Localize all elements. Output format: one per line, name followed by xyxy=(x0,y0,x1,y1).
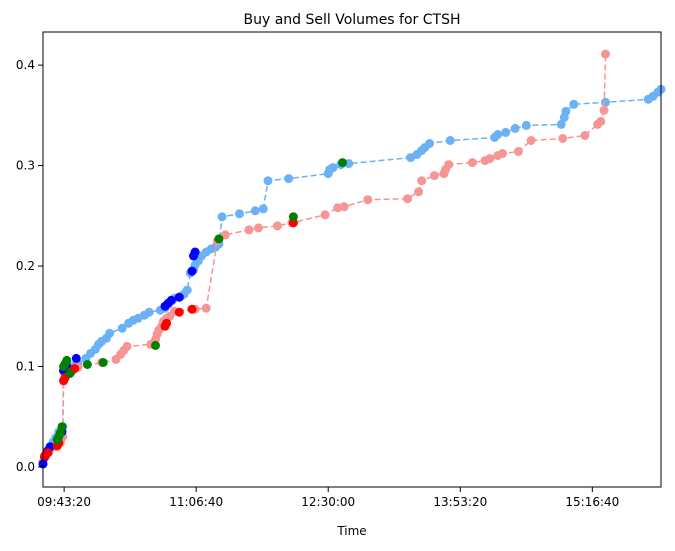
series-1-point-40 xyxy=(429,171,439,181)
x-tick-label-0: 09:43:20 xyxy=(37,495,91,509)
series-0-point-67 xyxy=(561,106,571,116)
x-axis-ticks: 09:43:20 11:06:40 12:30:00 13:53:20 15:16:40 xyxy=(37,487,619,509)
series-0-point-58 xyxy=(425,139,435,148)
series-0-point-51 xyxy=(328,163,338,173)
series-0-point-68 xyxy=(569,99,579,109)
series-0-point-69 xyxy=(601,97,610,107)
series-1-point-33 xyxy=(320,210,330,220)
series-4-point-8 xyxy=(82,360,92,369)
series-1-point-36 xyxy=(363,195,373,205)
series-0-point-44 xyxy=(235,209,244,219)
series-0-point-59 xyxy=(445,136,455,145)
series-4-point-10 xyxy=(151,340,160,350)
plot-background xyxy=(43,32,661,487)
series-4-point-9 xyxy=(98,358,108,367)
series-0-point-43 xyxy=(217,212,227,222)
series-4 xyxy=(52,158,347,445)
y-tick-label-2: 0.2 xyxy=(16,259,35,273)
series-4-point-6 xyxy=(62,355,72,365)
series-1-point-37 xyxy=(403,194,412,204)
series-1-point-31 xyxy=(273,221,282,231)
series-1-point-26 xyxy=(201,303,211,313)
x-tick-label-4: 15:16:40 xyxy=(565,495,619,509)
series-4-point-11 xyxy=(214,234,224,244)
x-tick-label-1: 11:06:40 xyxy=(169,495,223,509)
series-0-point-65 xyxy=(556,119,566,129)
series-1-point-51 xyxy=(558,134,568,143)
series-1-point-39 xyxy=(417,176,427,186)
series-1-point-56 xyxy=(601,49,610,59)
series-4-point-7 xyxy=(65,369,75,378)
series-1-point-29 xyxy=(244,225,254,235)
series-4-point-13 xyxy=(338,158,347,168)
series-0-point-20 xyxy=(117,323,127,333)
series-2-point-14 xyxy=(190,247,200,257)
series-1-point-49 xyxy=(513,147,523,156)
y-tick-label-1: 0.1 xyxy=(16,359,35,373)
series-1-point-48 xyxy=(498,149,507,158)
series-1-point-30 xyxy=(254,223,263,233)
series-1-point-35 xyxy=(339,202,349,212)
chart-title: Buy and Sell Volumes for CTSH xyxy=(244,12,461,28)
series-1-point-46 xyxy=(485,154,495,164)
series-0-point-61 xyxy=(493,130,503,139)
series-2-point-11 xyxy=(174,292,184,302)
series-1-point-43 xyxy=(444,160,454,170)
y-tick-label-3: 0.3 xyxy=(16,159,35,173)
axes-layer xyxy=(42,31,662,488)
series-0-point-33 xyxy=(182,285,192,295)
series-3-point-1 xyxy=(43,448,53,458)
y-axis-ticks: 0.0 0.1 0.2 0.3 0.4 xyxy=(16,58,43,474)
series-1-point-50 xyxy=(526,136,536,145)
x-tick-label-3: 13:53:20 xyxy=(433,495,487,509)
series-0-point-63 xyxy=(510,123,520,133)
y-tick-label-0: 0.0 xyxy=(16,460,35,474)
series-1-point-44 xyxy=(467,158,477,168)
series-0-point-45 xyxy=(250,206,260,216)
x-tick-label-2: 12:30:00 xyxy=(301,495,355,509)
series-2-point-7 xyxy=(71,353,81,363)
series-0-point-47 xyxy=(263,176,273,186)
series-0-point-46 xyxy=(258,204,268,214)
series-1-point-38 xyxy=(414,187,424,197)
series-0-point-48 xyxy=(284,174,294,184)
series-1-point-52 xyxy=(580,131,590,140)
series-3-point-11 xyxy=(187,304,197,314)
series-0-point-25 xyxy=(144,307,154,317)
series-4-point-3 xyxy=(57,422,67,432)
series-0-point-19 xyxy=(105,328,115,338)
series-4-point-12 xyxy=(288,212,298,222)
series-3-point-9 xyxy=(162,318,172,328)
series-0-point-62 xyxy=(501,127,511,137)
x-axis-label: Time xyxy=(336,524,366,538)
series-1-point-54 xyxy=(596,116,606,126)
plot-frame xyxy=(42,31,662,488)
series-2-point-10 xyxy=(166,295,176,305)
series-1-point-55 xyxy=(599,105,609,115)
series-layer xyxy=(38,49,666,469)
y-tick-label-4: 0.4 xyxy=(16,58,35,72)
series-3-point-10 xyxy=(174,307,184,317)
series-2-point-12 xyxy=(187,266,197,276)
series-1-point-15 xyxy=(122,341,132,351)
series-0-point-64 xyxy=(521,120,531,130)
